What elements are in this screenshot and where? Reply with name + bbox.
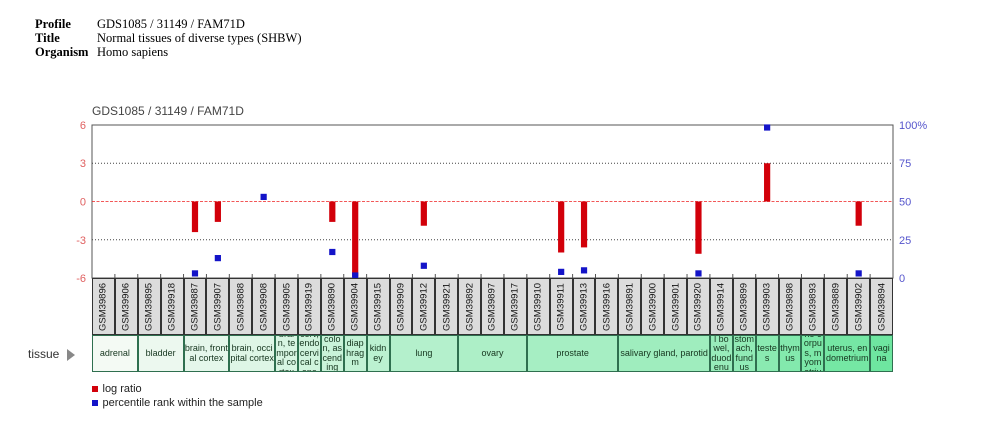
svg-text:75: 75	[899, 158, 911, 170]
svg-text:-3: -3	[76, 235, 86, 247]
svg-text:0: 0	[80, 197, 86, 209]
svg-text:25: 25	[899, 235, 911, 247]
svg-text:3: 3	[80, 158, 86, 170]
svg-text:-6: -6	[76, 273, 86, 285]
svg-text:100%: 100%	[899, 120, 927, 132]
svg-text:0: 0	[899, 273, 905, 285]
svg-text:50: 50	[899, 197, 911, 209]
svg-text:6: 6	[80, 120, 86, 132]
